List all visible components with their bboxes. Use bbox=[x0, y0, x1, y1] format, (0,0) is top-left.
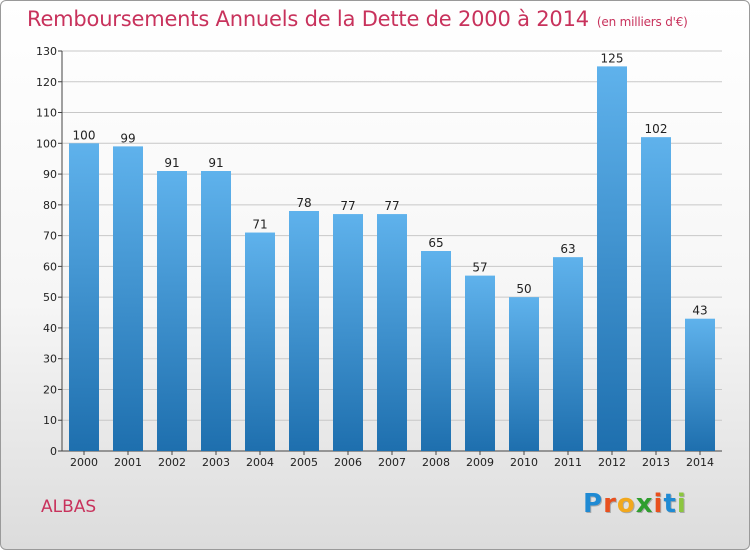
y-tick-label: 130 bbox=[36, 45, 57, 58]
x-tick-label: 2001 bbox=[114, 456, 142, 469]
bar bbox=[157, 171, 187, 451]
data-label: 99 bbox=[120, 131, 135, 145]
logo-letter: o bbox=[616, 489, 636, 519]
data-label: 57 bbox=[472, 261, 487, 275]
data-label: 77 bbox=[384, 199, 399, 213]
x-tick-label: 2013 bbox=[642, 456, 670, 469]
logo-letter: x bbox=[635, 489, 654, 519]
bar bbox=[333, 214, 363, 451]
x-tick-label: 2002 bbox=[158, 456, 186, 469]
bar bbox=[201, 171, 231, 451]
data-label: 63 bbox=[560, 242, 575, 256]
x-tick-label: 2008 bbox=[422, 456, 450, 469]
logo-letter: P bbox=[583, 489, 604, 519]
data-label: 102 bbox=[645, 122, 668, 136]
bar bbox=[685, 318, 715, 451]
chart-title: Remboursements Annuels de la Dette de 20… bbox=[27, 7, 688, 31]
bar bbox=[377, 214, 407, 451]
x-tick-label: 2010 bbox=[510, 456, 538, 469]
commune-name: ALBAS bbox=[41, 497, 97, 517]
y-tick-label: 90 bbox=[43, 168, 57, 181]
data-label: 100 bbox=[73, 128, 96, 142]
chart-subtitle: (en milliers d'€) bbox=[596, 15, 688, 29]
proxiti-logo[interactable]: Proxiti bbox=[583, 489, 687, 519]
bar bbox=[641, 137, 671, 451]
x-axis-ticks: 2000 2001 2002 2003 2004 2005 2006 2007 2008 2009… bbox=[70, 451, 714, 469]
data-label: 50 bbox=[516, 282, 531, 296]
x-tick-label: 2006 bbox=[334, 456, 362, 469]
y-tick-label: 0 bbox=[50, 445, 57, 458]
y-tick-label: 40 bbox=[43, 322, 57, 335]
logo-letter: t bbox=[663, 489, 677, 519]
data-label: 125 bbox=[601, 51, 624, 65]
data-label: 77 bbox=[340, 199, 355, 213]
bar bbox=[113, 146, 143, 451]
x-tick-label: 2003 bbox=[202, 456, 230, 469]
y-tick-label: 60 bbox=[43, 260, 57, 273]
bar bbox=[465, 275, 495, 451]
logo-letter: r bbox=[603, 489, 617, 519]
y-tick-label: 70 bbox=[43, 230, 57, 243]
y-tick-label: 110 bbox=[36, 107, 57, 120]
y-tick-label: 100 bbox=[36, 137, 57, 150]
data-label: 71 bbox=[252, 218, 267, 232]
x-tick-label: 2014 bbox=[686, 456, 714, 469]
y-tick-label: 50 bbox=[43, 291, 57, 304]
bars bbox=[69, 66, 715, 452]
bar bbox=[421, 251, 451, 451]
x-tick-label: 2009 bbox=[466, 456, 494, 469]
bar bbox=[597, 66, 627, 451]
chart-title-text: Remboursements Annuels de la Dette de 20… bbox=[27, 7, 589, 31]
data-label: 65 bbox=[428, 236, 443, 250]
x-tick-label: 2012 bbox=[598, 456, 626, 469]
data-label: 43 bbox=[692, 304, 707, 318]
logo-letter: i bbox=[676, 489, 687, 519]
x-tick-label: 2011 bbox=[554, 456, 582, 469]
data-labels: 100 99 91 91 71 78 77 77 65 57 50 63 125 102 43 bbox=[73, 51, 708, 317]
y-tick-label: 120 bbox=[36, 76, 57, 89]
y-tick-label: 20 bbox=[43, 383, 57, 396]
y-axis-ticks: 0 10 20 30 40 50 60 70 80 90 100 110 120 130 bbox=[36, 45, 62, 458]
bar bbox=[69, 143, 99, 452]
x-tick-label: 2000 bbox=[70, 456, 98, 469]
data-label: 78 bbox=[296, 196, 311, 210]
y-tick-label: 30 bbox=[43, 353, 57, 366]
data-label: 91 bbox=[164, 156, 179, 170]
x-tick-label: 2005 bbox=[290, 456, 318, 469]
bar bbox=[245, 232, 275, 451]
logo-letter: i bbox=[653, 489, 664, 519]
x-tick-label: 2004 bbox=[246, 456, 274, 469]
bar bbox=[289, 211, 319, 451]
x-tick-label: 2007 bbox=[378, 456, 406, 469]
y-tick-label: 80 bbox=[43, 199, 57, 212]
y-tick-label: 10 bbox=[43, 414, 57, 427]
data-label: 91 bbox=[208, 156, 223, 170]
bar bbox=[509, 297, 539, 451]
bar bbox=[553, 257, 583, 451]
